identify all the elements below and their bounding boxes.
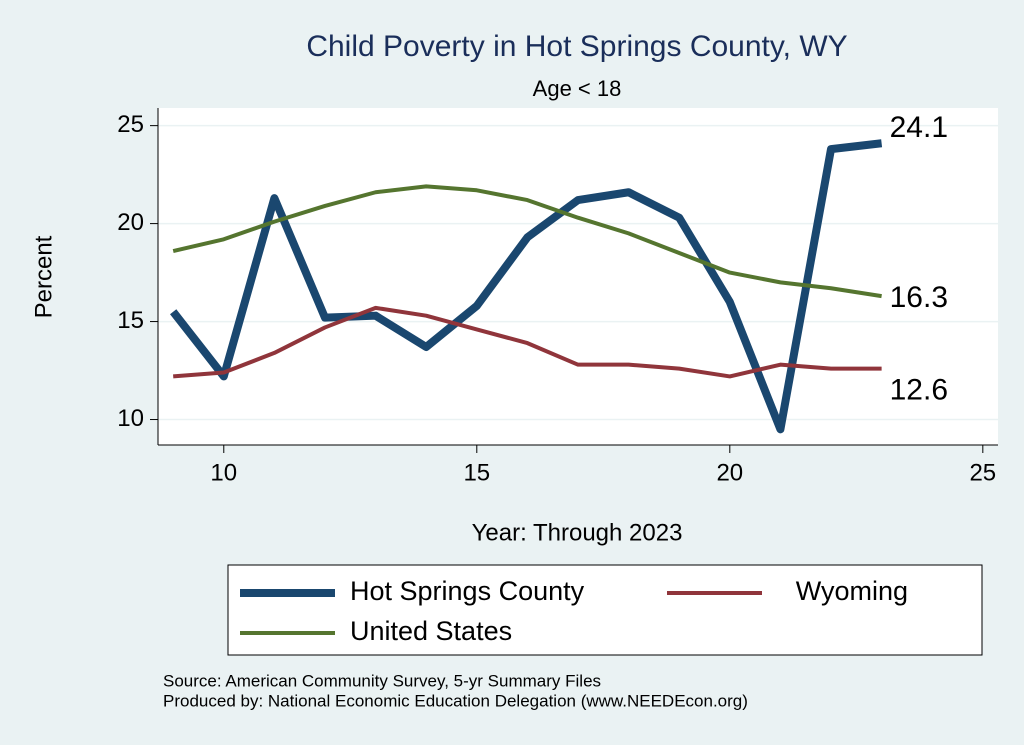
legend-label: Hot Springs County: [350, 576, 585, 606]
y-tick-label: 10: [117, 405, 144, 432]
series-line: [172, 184, 882, 299]
y-tick-label: 15: [117, 307, 144, 334]
source-note: Source: American Community Survey, 5-yr …: [163, 671, 601, 690]
legend: [227, 564, 983, 656]
value-label: 16.3: [890, 281, 948, 314]
y-tick-label: 25: [117, 111, 144, 138]
chart-subtitle: Age < 18: [533, 76, 622, 101]
x-tick-label: 10: [210, 459, 237, 486]
legend-label: Wyoming: [796, 576, 908, 606]
series-line: [173, 305, 882, 379]
chart-title: Child Poverty in Hot Springs County, WY: [306, 30, 847, 63]
value-label: 12.6: [890, 374, 948, 407]
value-label: 24.1: [890, 111, 948, 144]
x-tick-label: 25: [969, 459, 996, 486]
x-tick-label: 15: [463, 459, 490, 486]
plot-area: [158, 108, 998, 445]
y-axis-label: Percent: [30, 235, 57, 318]
legend-label: United States: [350, 616, 512, 646]
credit-note: Produced by: National Economic Education…: [163, 691, 748, 710]
x-tick-label: 20: [716, 459, 743, 486]
y-tick-label: 20: [117, 209, 144, 236]
series-line: [170, 139, 883, 434]
x-axis-label: Year: Through 2023: [472, 519, 683, 546]
